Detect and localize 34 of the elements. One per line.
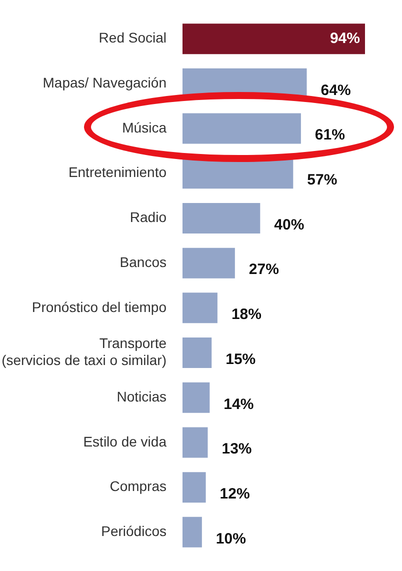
bar: [182, 516, 202, 548]
y-tick-label: Transporte (servicios de taxi o similar): [2, 335, 167, 368]
data-label: 64%: [320, 82, 351, 99]
data-label: 40%: [274, 216, 304, 234]
bar: [182, 292, 218, 324]
data-label: 14%: [224, 396, 254, 413]
bar: [182, 113, 301, 144]
y-tick-label: Pronóstico del tiempo: [32, 298, 167, 315]
bar: [182, 427, 208, 458]
data-label: 10%: [216, 530, 246, 548]
y-tick-label: Música: [122, 119, 167, 136]
y-tick-label: Estilo de vida: [83, 433, 167, 450]
data-label: 15%: [226, 350, 256, 368]
y-tick-label: Mapas/ Navegación: [42, 74, 166, 91]
bar: [182, 338, 212, 368]
bar: [182, 202, 260, 234]
data-label: 61%: [314, 126, 345, 144]
bar: [182, 382, 210, 413]
bar: [182, 472, 206, 503]
y-tick-label: Compras: [110, 478, 166, 494]
data-label: 18%: [231, 306, 262, 324]
data-label: 12%: [220, 485, 250, 502]
bar: [182, 248, 235, 278]
data-label: 27%: [248, 261, 279, 278]
y-tick-label: Periódicos: [101, 523, 166, 540]
y-tick-label: Red Social: [98, 30, 166, 46]
data-label: 13%: [222, 440, 252, 458]
y-tick-label: Bancos: [120, 254, 166, 270]
bar: [182, 24, 365, 54]
y-tick-label: Radio: [130, 209, 167, 226]
data-label: 57%: [307, 172, 338, 189]
data-label: 94%: [330, 30, 360, 47]
y-tick-label: Entretenimiento: [68, 164, 167, 180]
y-tick-label: Noticias: [116, 388, 166, 404]
